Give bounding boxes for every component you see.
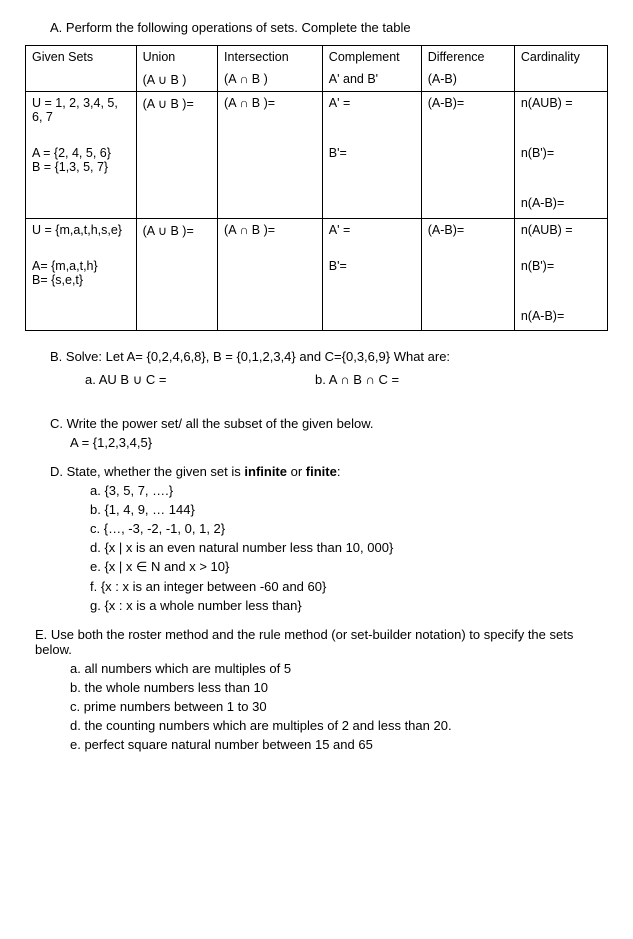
section-e-title: E. Use both the roster method and the ru… (35, 627, 608, 657)
th-comp: Complement (322, 46, 421, 69)
e-d: d. the counting numbers which are multip… (70, 718, 608, 733)
set2-ab: A= {m,a,t,h}B= {s,e,t} (26, 241, 137, 291)
set1-ap: A' = (322, 92, 421, 129)
set2-diff: (A-B)= (421, 218, 514, 331)
e-e: e. perfect square natural number between… (70, 737, 608, 752)
d-g: g. {x : x is a whole number less than} (90, 598, 608, 613)
d-f: f. {x : x is an integer between -60 and … (90, 579, 608, 594)
th-inter2: (A ∩ B ) (218, 68, 323, 92)
set2-nbp: n(B')= (514, 241, 607, 291)
set1-nab: n(A-B)= (514, 178, 607, 218)
section-d-title: D. State, whether the given set is infin… (50, 464, 608, 479)
set1-bp: B'= (322, 128, 421, 178)
d-c: c. {…, -3, -2, -1, 0, 1, 2} (90, 521, 608, 536)
set2-bp: B'= (322, 241, 421, 291)
e-c: c. prime numbers between 1 to 30 (70, 699, 608, 714)
section-a-title: A. Perform the following operations of s… (50, 20, 608, 35)
set1-u: U = 1, 2, 3,4, 5, 6, 7 (26, 92, 137, 129)
set2-pad2 (322, 291, 421, 331)
section-c-title: C. Write the power set/ all the subset o… (50, 416, 608, 431)
th-card: Cardinality (514, 46, 607, 92)
set1-naub: n(AUB) = (514, 92, 607, 129)
sets-table: Given Sets Union Intersection Complement… (25, 45, 608, 331)
th-comp2: A' and B' (322, 68, 421, 92)
d-d: d. {x | x is an even natural number less… (90, 540, 608, 555)
set2-u: U = {m,a,t,h,s,e} (26, 218, 137, 241)
set1-nbp: n(B')= (514, 128, 607, 178)
set1-union: (A ∪ B )= (136, 92, 217, 219)
c-a: A = {1,2,3,4,5} (70, 435, 608, 450)
set1-pad (26, 178, 137, 218)
set2-pad (26, 291, 137, 331)
th-union2: (A ∪ B ) (136, 68, 217, 92)
e-b: b. the whole numbers less than 10 (70, 680, 608, 695)
b-b: b. A ∩ B ∩ C = (315, 372, 399, 388)
d-b: b. {1, 4, 9, … 144} (90, 502, 608, 517)
th-union: Union (136, 46, 217, 69)
set1-inter: (A ∩ B )= (218, 92, 323, 219)
d-e: e. {x | x ∈ N and x > 10} (90, 559, 608, 575)
th-diff2: (A-B) (421, 68, 514, 92)
set2-ap: A' = (322, 218, 421, 241)
th-diff: Difference (421, 46, 514, 69)
b-a: a. AU B ∪ C = (85, 372, 315, 388)
set2-union: (A ∪ B )= (136, 218, 217, 331)
e-a: a. all numbers which are multiples of 5 (70, 661, 608, 676)
set2-inter: (A ∩ B )= (218, 218, 323, 331)
set1-pad2 (322, 178, 421, 218)
th-given: Given Sets (26, 46, 137, 92)
th-inter: Intersection (218, 46, 323, 69)
set2-naub: n(AUB) = (514, 218, 607, 241)
section-b-title: B. Solve: Let A= {0,2,4,6,8}, B = {0,1,2… (50, 349, 608, 364)
set1-diff: (A-B)= (421, 92, 514, 219)
d-a: a. {3, 5, 7, ….} (90, 483, 608, 498)
set2-nab: n(A-B)= (514, 291, 607, 331)
set1-ab: A = {2, 4, 5, 6}B = {1,3, 5, 7} (26, 128, 137, 178)
